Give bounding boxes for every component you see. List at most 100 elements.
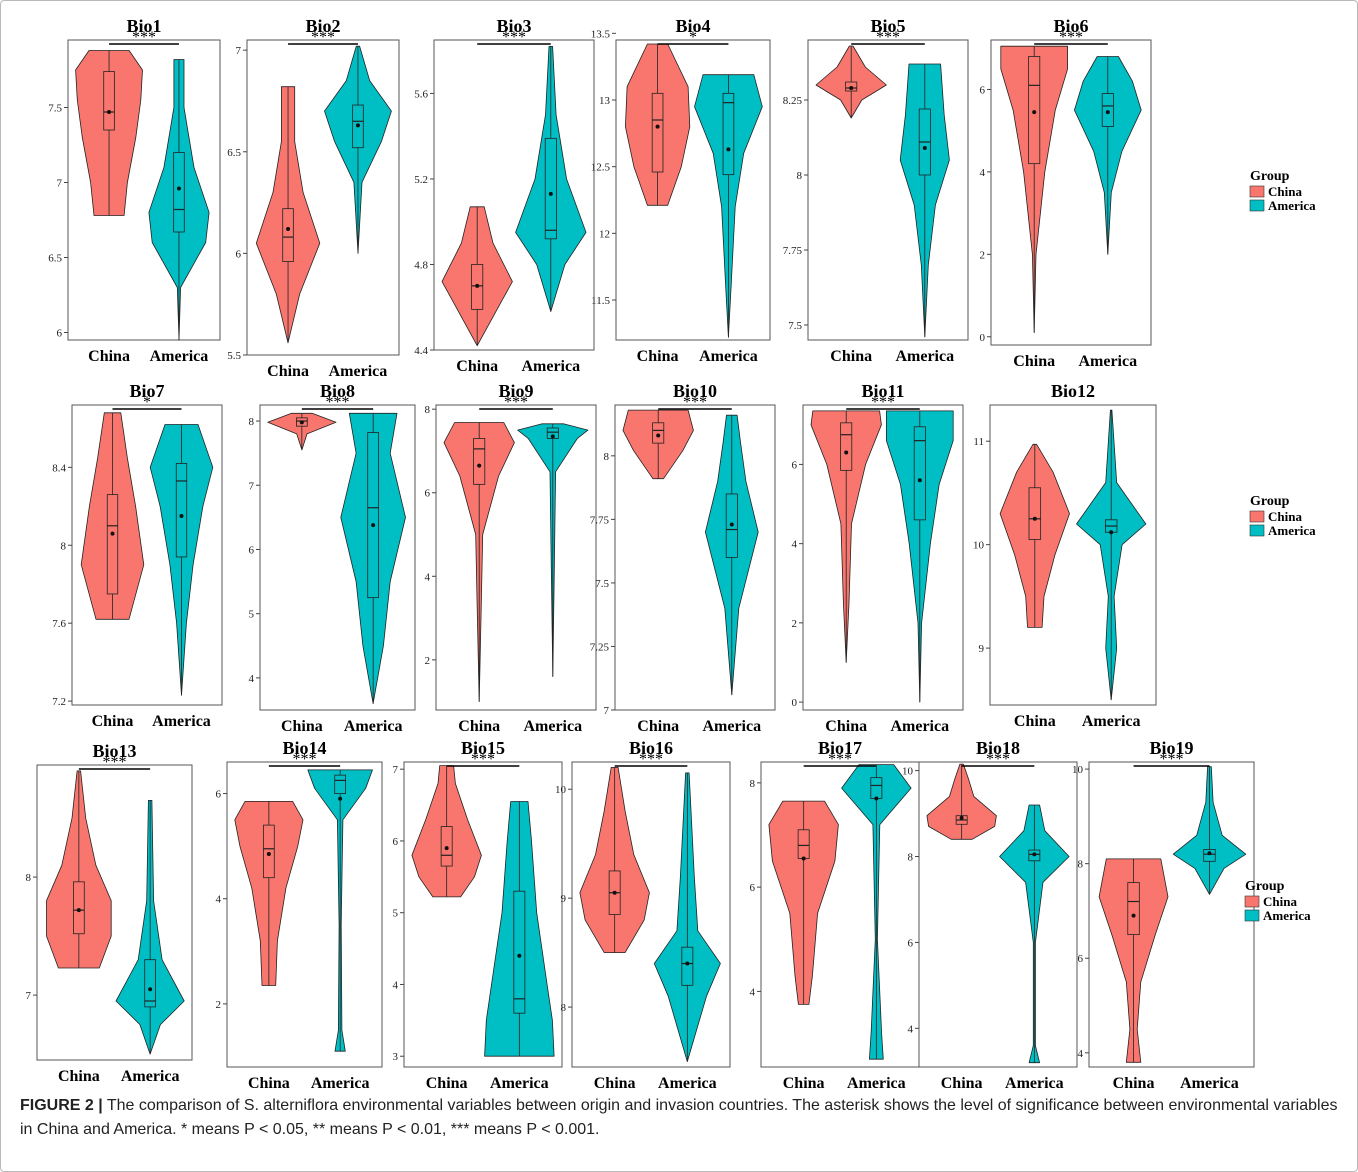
bio7-mean-point-china (110, 531, 115, 536)
bio5-x-label-america: America (895, 348, 954, 365)
bio17-y-tick-label: 6 (750, 882, 756, 894)
bio8-y-tick-label: 5 (249, 609, 255, 621)
bio9-x-label-america: America (523, 718, 582, 735)
bio5-title: Bio5 (870, 16, 905, 36)
bio2-box-china (282, 208, 294, 262)
bio15-y-tick-label: 4 (393, 979, 399, 991)
bio8-x-label-america: America (344, 718, 403, 735)
bio18-significance-stars: *** (986, 751, 1010, 768)
bio2-plot-border (246, 39, 400, 356)
bio10-y-tick-label: 7.25 (590, 641, 610, 653)
bio18-title: Bio18 (976, 738, 1020, 758)
bio17-title: Bio17 (818, 738, 862, 758)
bio14-x-label-china: China (248, 1075, 290, 1090)
bio6-title: Bio6 (1053, 16, 1088, 36)
bio12-y-tick-label: 9 (979, 643, 985, 655)
bio8-y-tick-label: 4 (249, 673, 255, 685)
bio13-mean-point-america (148, 987, 153, 992)
bio4-box-china (651, 92, 664, 173)
bio17-mean-point-china (801, 856, 806, 861)
bio19-mean-point-china (1131, 913, 1136, 918)
bio13-x-label-china: China (58, 1068, 100, 1085)
bio16-significance-stars: *** (639, 751, 663, 768)
bio5-mean-point-america (922, 146, 927, 150)
bio3-mean-point-america (548, 191, 553, 196)
bio18-y-tick-label: 4 (908, 1023, 914, 1035)
bio18-y-tick-label: 6 (908, 937, 914, 949)
bio11-y-tick-label: 0 (792, 697, 798, 709)
bio5-y-tick-label: 7.5 (788, 320, 802, 332)
bio6-mean-point-china (1032, 110, 1037, 115)
bio5-y-tick-label: 8 (797, 170, 803, 182)
bio3-y-tick-label: 5.6 (414, 88, 428, 100)
bio13-x-label-america: America (121, 1068, 180, 1085)
bio9-plot-border (435, 404, 597, 711)
bio1-mean-point-america (176, 186, 181, 191)
bio7-box-america (175, 463, 188, 558)
bio2-x-label-america: America (329, 363, 388, 380)
bio1-box-china (103, 71, 115, 131)
bio14-plot-border (226, 761, 383, 1068)
bio6-y-tick-label: 4 (980, 167, 986, 179)
bio5-mean-point-china (849, 86, 854, 90)
bio15-title: Bio15 (461, 738, 505, 758)
bio4-mean-point-china (655, 124, 660, 129)
bio19-title: Bio19 (1149, 738, 1193, 758)
bio7-title: Bio7 (129, 381, 164, 401)
bio5-y-tick-label: 8.25 (783, 95, 803, 107)
bio15-significance-stars: *** (471, 751, 495, 768)
bio11-significance-stars: *** (871, 394, 895, 411)
bio9-box-china (473, 438, 486, 485)
bio2-y-tick-label: 6 (236, 248, 242, 260)
bio19-x-label-america: America (1180, 1075, 1239, 1090)
bio14-y-tick-label: 6 (216, 789, 222, 801)
legend-label-america: America (1268, 523, 1316, 538)
bio12-mean-point-america (1109, 530, 1114, 535)
bio8-y-tick-label: 6 (249, 544, 255, 556)
bio10-y-tick-label: 7.75 (590, 514, 610, 526)
bio6-y-tick-label: 6 (980, 84, 986, 96)
bio2-y-tick-label: 7 (236, 45, 242, 57)
bio3-title: Bio3 (496, 16, 531, 36)
bio16-x-label-china: China (594, 1075, 636, 1090)
bio11-x-label-america: America (890, 718, 949, 735)
bio13-box-china (73, 881, 85, 935)
bio13-y-tick-label: 8 (26, 872, 32, 884)
bio9-y-tick-label: 4 (425, 571, 431, 583)
bio19-box-america (1203, 849, 1216, 862)
bio11-box-china (840, 422, 853, 471)
bio1-y-tick-label: 7 (57, 178, 63, 190)
bio1-plot-border (67, 39, 221, 341)
bio12-x-label-china: China (1014, 713, 1056, 730)
bio5-y-tick-label: 7.75 (783, 245, 803, 257)
bio15-y-tick-label: 7 (393, 764, 399, 776)
bio8-plot-border (259, 404, 416, 711)
bio10-y-tick-label: 7.5 (595, 578, 609, 590)
bio17-y-tick-label: 4 (750, 986, 756, 998)
bio1-y-tick-label: 6.5 (48, 253, 62, 265)
bio13-box-america (144, 959, 156, 1008)
bio3-mean-point-china (475, 283, 480, 288)
bio2-mean-point-china (286, 227, 291, 231)
bio7-x-label-america: America (152, 713, 211, 730)
bio4-box-america (722, 92, 735, 176)
bio17-y-tick-label: 8 (750, 778, 756, 790)
bio3-significance-stars: *** (502, 29, 526, 46)
bio19-mean-point-america (1207, 851, 1212, 856)
bio12-x-label-america: America (1082, 713, 1141, 730)
bio13-significance-stars: *** (103, 754, 127, 771)
bio7-x-label-china: China (92, 713, 134, 730)
bio1-x-label-america: America (150, 348, 209, 365)
bio4-y-tick-label: 11.5 (591, 295, 610, 307)
bio1-box-america (173, 152, 185, 233)
bio13-mean-point-china (76, 908, 81, 913)
bio8-x-label-china: China (281, 718, 323, 735)
bio16-plot-border (571, 761, 731, 1068)
bio4-x-label-china: China (637, 348, 679, 365)
bio6-y-tick-label: 2 (980, 249, 986, 261)
bio15-x-label-america: America (490, 1075, 549, 1090)
bio4-title: Bio4 (675, 16, 710, 36)
legend-title-3: Group (1245, 879, 1285, 894)
bio17-x-label-china: China (783, 1075, 825, 1090)
bio10-mean-point-america (729, 522, 734, 527)
